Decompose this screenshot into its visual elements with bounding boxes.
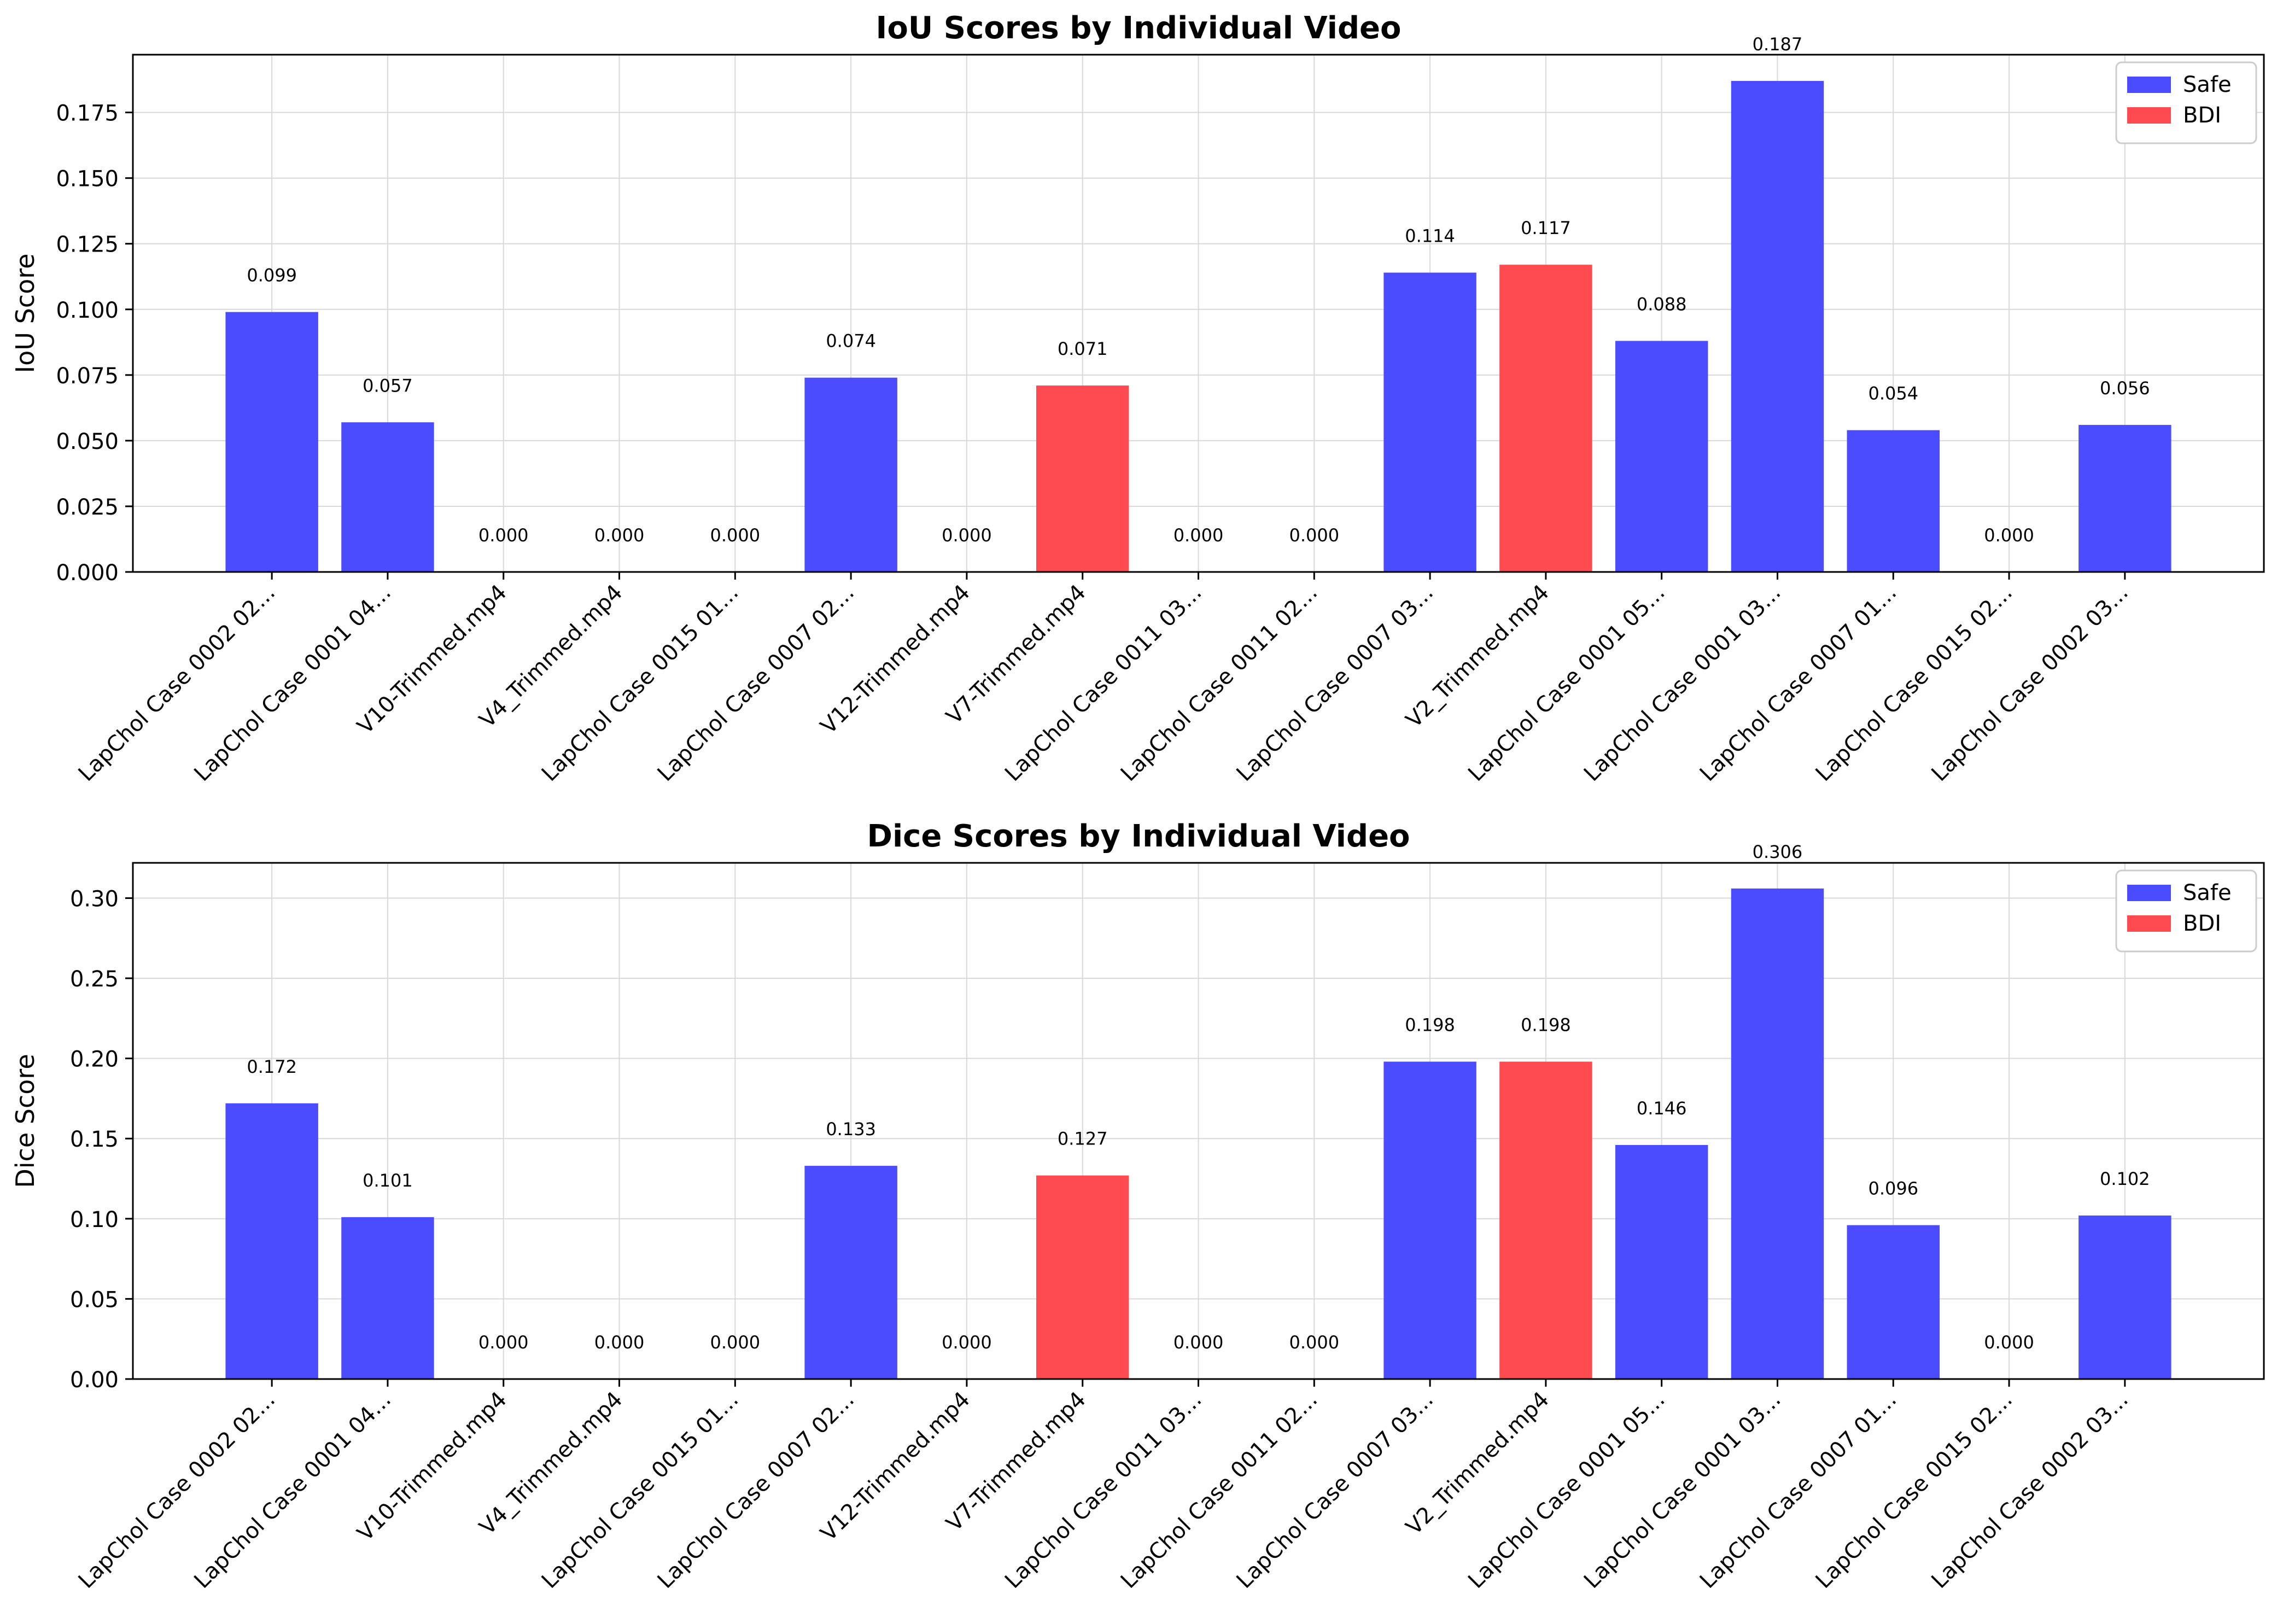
dice-y-axis-label: Dice Score	[10, 1054, 40, 1188]
dice-bar	[1847, 1225, 1940, 1379]
iou-y-tick-label: 0.175	[56, 101, 119, 126]
dice-bar-value-label: 0.198	[1521, 1015, 1571, 1036]
dice-y-tick-label: 0.30	[70, 886, 119, 912]
dice-value-labels: 0.172 0.101 0.000 0.000 0.000 0.133 0.000 0.127…	[247, 842, 2150, 1353]
iou-y-tick-label: 0.025	[56, 495, 119, 520]
dice-bar-value-label: 0.198	[1405, 1015, 1455, 1036]
iou-bar-value-label: 0.117	[1521, 218, 1571, 238]
iou-bar	[1847, 430, 1940, 572]
dice-bar	[804, 1166, 897, 1379]
iou-chart-title: IoU Scores by Individual Video	[876, 10, 1402, 46]
iou-bar	[804, 377, 897, 572]
dice-bar	[1499, 1061, 1592, 1379]
dice-bar	[341, 1217, 434, 1379]
dice-bar-value-label: 0.096	[1868, 1178, 1918, 1199]
iou-bar-value-label: 0.071	[1058, 338, 1108, 359]
iou-bar-value-label: 0.054	[1868, 383, 1918, 404]
iou-bar-value-label: 0.000	[1984, 525, 2034, 546]
dice-bars	[225, 888, 2171, 1379]
iou-bar-value-label: 0.000	[478, 525, 529, 546]
iou-bar-value-label: 0.000	[1289, 525, 1339, 546]
iou-bar-value-label: 0.000	[942, 525, 992, 546]
dice-y-tick-label: 0.05	[70, 1287, 119, 1312]
dice-y-tick-label: 0.20	[70, 1047, 119, 1072]
dice-bar-value-label: 0.000	[1984, 1332, 2034, 1353]
dice-bar-value-label: 0.000	[942, 1332, 992, 1353]
iou-y-tick-label: 0.150	[56, 167, 119, 192]
iou-value-labels: 0.099 0.057 0.000 0.000 0.000 0.074 0.000 0.071…	[247, 34, 2150, 546]
dice-bar-value-label: 0.172	[247, 1056, 297, 1077]
iou-bar-value-label: 0.000	[594, 525, 645, 546]
iou-y-tick-label: 0.000	[56, 560, 119, 586]
iou-bar	[341, 422, 434, 572]
iou-bar	[1036, 385, 1129, 572]
iou-legend-bdi-swatch	[2127, 107, 2171, 124]
iou-y-tick-label: 0.050	[56, 429, 119, 454]
dice-legend-safe-label: Safe	[2183, 880, 2232, 906]
iou-y-axis-label: IoU Score	[10, 254, 40, 373]
dice-bar	[1036, 1175, 1129, 1379]
iou-plot-frame	[132, 54, 2265, 573]
dice-bar	[1615, 1144, 1708, 1379]
dice-bar	[1731, 888, 1824, 1379]
iou-bar-value-label: 0.114	[1405, 226, 1455, 247]
dice-y-tick-label: 0.00	[70, 1368, 119, 1393]
iou-bar-value-label: 0.000	[1173, 525, 1224, 546]
dice-bar-value-label: 0.101	[363, 1170, 413, 1191]
dice-bar-value-label: 0.306	[1753, 842, 1803, 862]
iou-bar-value-label: 0.074	[826, 331, 876, 352]
dice-bar-value-label: 0.146	[1637, 1098, 1687, 1119]
iou-legend: Safe BDI	[2115, 61, 2257, 144]
dice-bar-value-label: 0.000	[710, 1332, 761, 1353]
iou-bar-value-label: 0.056	[2100, 378, 2150, 399]
iou-bar	[2079, 425, 2171, 572]
iou-bar-value-label: 0.187	[1753, 34, 1803, 55]
iou-bar-value-label: 0.000	[710, 525, 761, 546]
dice-bar	[1383, 1061, 1476, 1379]
dice-bar-value-label: 0.000	[1289, 1332, 1339, 1353]
dice-y-tick-label: 0.10	[70, 1207, 119, 1232]
iou-legend-safe-swatch	[2127, 77, 2171, 93]
dice-bar-value-label: 0.102	[2100, 1169, 2150, 1189]
dice-bar-value-label: 0.000	[594, 1332, 645, 1353]
iou-bar-value-label: 0.057	[363, 375, 413, 396]
dice-bar-value-label: 0.133	[826, 1119, 876, 1140]
dice-legend-safe-swatch	[2127, 885, 2171, 901]
iou-legend-safe-label: Safe	[2183, 72, 2232, 97]
dice-bar	[2079, 1215, 2171, 1379]
iou-legend-bdi-label: BDI	[2183, 103, 2221, 128]
dice-bar-value-label: 0.000	[478, 1332, 529, 1353]
dice-y-tick-label: 0.15	[70, 1127, 119, 1152]
dice-bar	[225, 1103, 318, 1379]
dice-bar-value-label: 0.127	[1058, 1129, 1108, 1149]
iou-bar-value-label: 0.088	[1637, 294, 1687, 314]
iou-bar-value-label: 0.099	[247, 265, 297, 286]
iou-bar	[1499, 265, 1592, 572]
iou-y-tick-label: 0.075	[56, 364, 119, 389]
dice-plot-frame	[132, 862, 2265, 1380]
iou-bar	[1731, 81, 1824, 572]
iou-y-tick-label: 0.100	[56, 298, 119, 323]
dice-y-tick-label: 0.25	[70, 967, 119, 992]
dice-legend: Safe BDI	[2115, 869, 2257, 953]
dice-legend-bdi-swatch	[2127, 915, 2171, 932]
iou-bar	[1615, 341, 1708, 572]
dice-legend-bdi-label: BDI	[2183, 911, 2221, 936]
dice-bar-value-label: 0.000	[1173, 1332, 1224, 1353]
iou-bar	[225, 312, 318, 572]
iou-bars	[225, 81, 2171, 572]
iou-bar	[1383, 272, 1476, 572]
iou-y-tick-label: 0.125	[56, 232, 119, 258]
dice-chart-title: Dice Scores by Individual Video	[867, 819, 1410, 854]
